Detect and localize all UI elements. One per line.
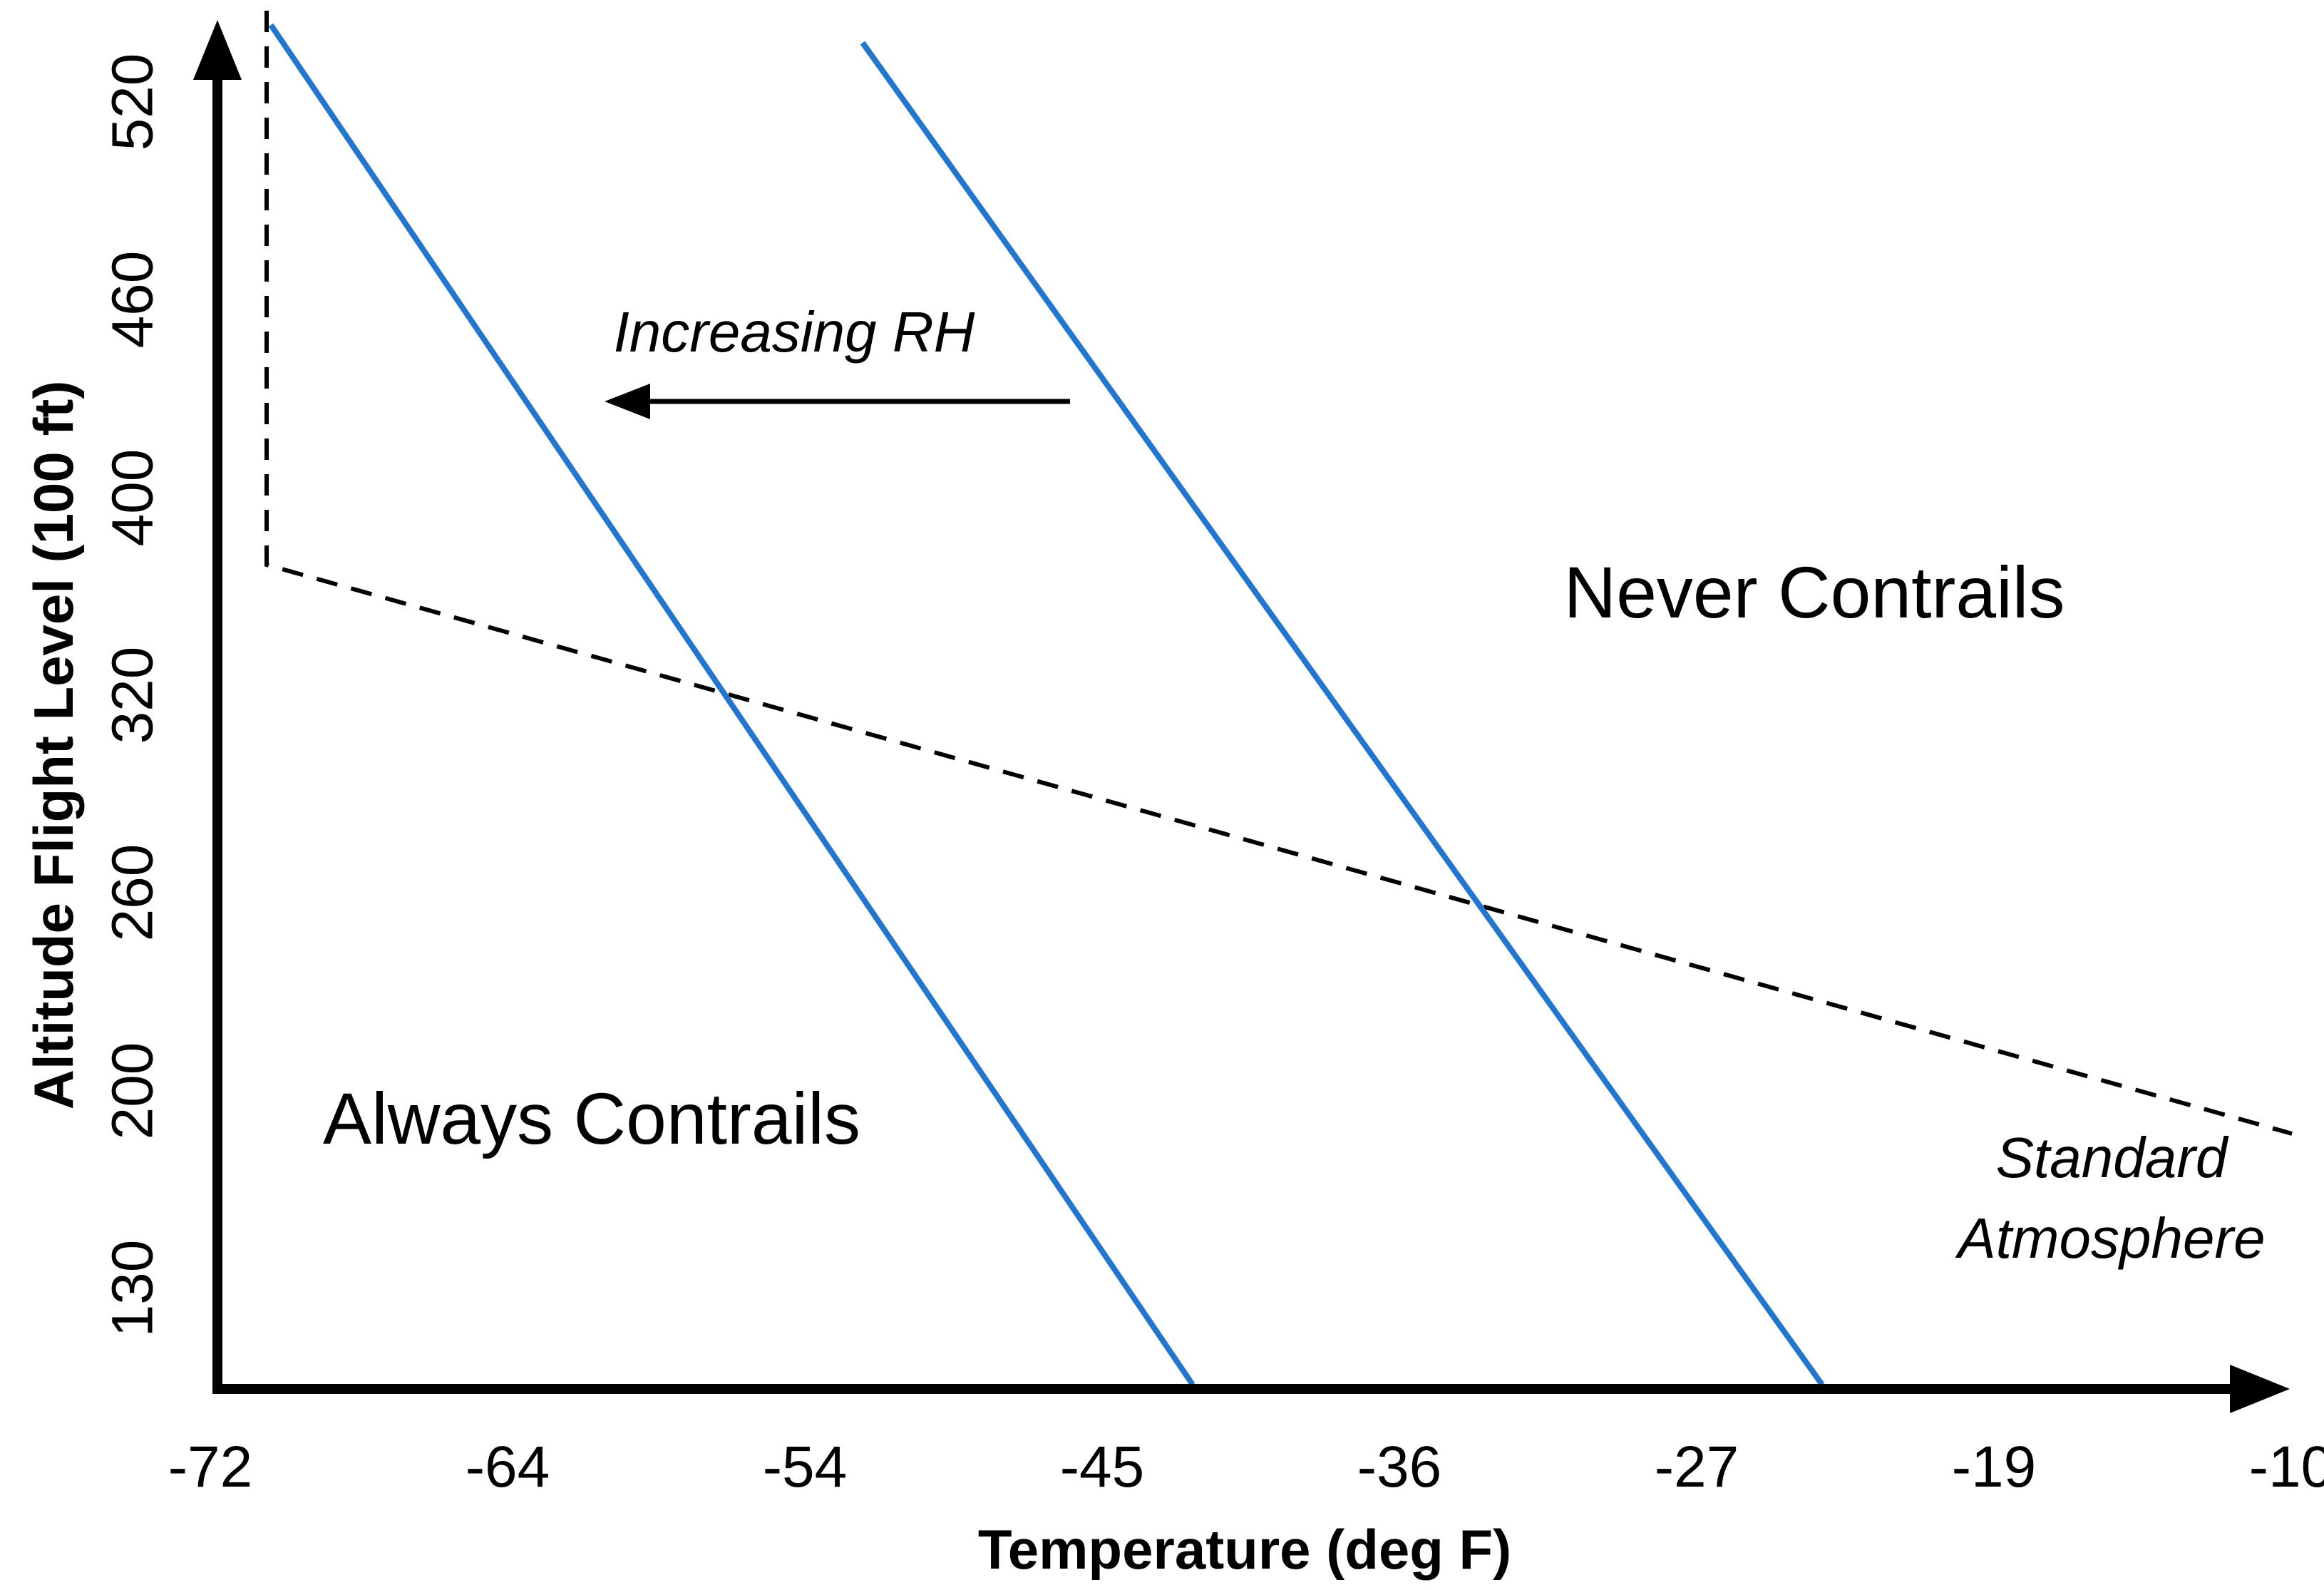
increasing-rh-arrow-icon xyxy=(605,384,650,419)
never-contrails-label: Never Contrails xyxy=(1564,552,2065,633)
y-axis-arrowhead-icon xyxy=(193,20,242,80)
x-tick-n72: -72 xyxy=(168,1435,253,1499)
x-tick-n64: -64 xyxy=(466,1435,550,1499)
contrail-boundary-high-rh-line xyxy=(268,23,1196,1387)
increasing-rh-label: Increasing RH xyxy=(614,300,975,364)
standard-atmosphere-line xyxy=(264,11,2293,1136)
x-tick-n10: -10 xyxy=(2249,1435,2324,1499)
y-tick-260: 260 xyxy=(101,844,165,942)
always-contrails-label: Always Contrails xyxy=(323,1078,860,1159)
y-tick-520: 520 xyxy=(101,53,165,151)
y-tick-320: 320 xyxy=(101,647,165,744)
x-tick-n45: -45 xyxy=(1060,1435,1145,1499)
x-tick-n27: -27 xyxy=(1655,1435,1739,1499)
x-tick-n36: -36 xyxy=(1357,1435,1442,1499)
y-tick-200: 200 xyxy=(101,1042,165,1140)
x-axis-title: Temperature (deg F) xyxy=(978,1518,1511,1581)
standard-atmosphere-label-line2: Atmosphere xyxy=(1955,1206,2265,1270)
x-tick-n54: -54 xyxy=(763,1435,848,1499)
y-tick-400: 400 xyxy=(101,449,165,547)
y-axis-title: Altitude Flight Level (100 ft) xyxy=(22,381,85,1110)
y-tick-460: 460 xyxy=(101,251,165,349)
standard-atmosphere-label-line1: Standard xyxy=(1996,1126,2229,1189)
x-axis-arrowhead-icon xyxy=(2230,1365,2290,1413)
y-tick-130: 130 xyxy=(101,1240,165,1338)
contrail-boundary-low-rh-line xyxy=(860,41,1825,1387)
x-tick-n19: -19 xyxy=(1952,1435,2037,1499)
